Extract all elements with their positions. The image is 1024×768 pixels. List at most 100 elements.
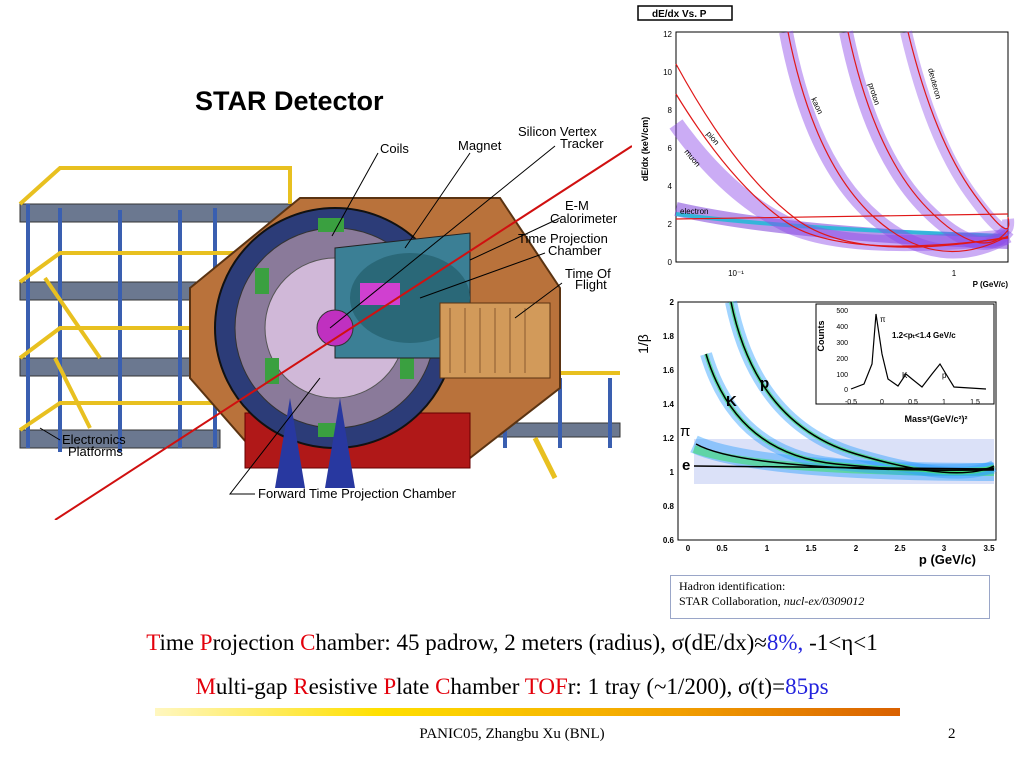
mrpc-word-resistive: esistive [308, 674, 384, 699]
tof-xticks: 0 0.5 1 1.5 2 2.5 3 3.5 [686, 544, 995, 553]
detector-title: STAR Detector [195, 86, 384, 116]
inset-xlabel: Mass²(GeV/c²)² [904, 414, 967, 424]
inset-peak-pi: π [880, 315, 886, 324]
dedx-title-box [637, 5, 733, 21]
inset-annotation: 1.2<pₜ<1.4 GeV/c [892, 331, 956, 340]
dedx-ytick: 12 [663, 30, 672, 39]
inset-ylabel: Counts [816, 321, 826, 352]
inset-ytick: 200 [836, 356, 848, 363]
caption-line-1: Hadron identification: [679, 579, 786, 593]
dedx-plot: dE/dx Vs. P dE/dx (keV/cm) P (GeV/c) 0 2… [637, 5, 1015, 289]
label-emc-2: Calorimeter [550, 211, 618, 226]
inset-peak-k: K [902, 371, 908, 380]
label-tpc-2: Chamber [548, 243, 602, 258]
dedx-ytick: 8 [668, 106, 673, 115]
inset-ytick: 0 [844, 387, 848, 394]
label-electronics-1: Electronics [62, 432, 126, 447]
inset-xtick: 1 [942, 399, 946, 406]
tof-band-labels: e π K p [680, 375, 769, 474]
mrpc-initial-c: C [435, 674, 451, 699]
label-svt-1: Silicon Vertex [518, 124, 597, 139]
label-svt-2: Tracker [560, 136, 604, 151]
caption-plain: STAR Collaboration, [679, 594, 784, 608]
band-label-electron: electron [680, 207, 708, 216]
dedx-ytick: 10 [663, 68, 672, 77]
magnet-illustration [189, 197, 561, 488]
page-number: 2 [948, 726, 956, 742]
tof-xtick: 0.5 [716, 544, 728, 553]
label-magnet: Magnet [458, 138, 502, 153]
tof-xtick: 2 [854, 544, 859, 553]
label-coils: Coils [380, 141, 409, 156]
mrpc-details: r: 1 tray (~1/200), σ(t)= [567, 674, 786, 699]
caption-reference: nucl-ex/0309012 [783, 594, 865, 608]
inset-xtick: 1.5 [970, 399, 980, 406]
inset-xticks: -0.5 0 0.5 1 1.5 [845, 399, 980, 406]
dedx-xlabel: P (GeV/c) [973, 280, 1009, 289]
mrpc-word-plate: late [396, 674, 436, 699]
inset-peak-p: p [942, 371, 947, 380]
tpc-eta-range: -1<η<1 [803, 630, 878, 655]
gradient-divider [155, 708, 900, 716]
label-tof-1: Time Of [565, 266, 611, 281]
tof-yticks: 0.6 0.8 1 1.2 1.4 1.6 1.8 2 [663, 298, 675, 545]
tpc-word-time: ime [159, 630, 200, 655]
inset-peak-labels: π K p [880, 315, 947, 380]
caption-line-2: STAR Collaboration, nucl-ex/0309012 [679, 594, 981, 609]
tpc-initial-p: P [199, 630, 213, 655]
inset-ytick: 100 [836, 372, 848, 379]
tof-ytick: 1.4 [663, 400, 675, 409]
mrpc-word-multi: ulti-gap [215, 674, 294, 699]
inset-yticks: 0 100 200 300 400 500 [836, 308, 848, 394]
tof-xtick: 2.5 [894, 544, 906, 553]
label-tpc-1: Time Projection [518, 231, 608, 246]
tof-xlabel: p (GeV/c) [919, 552, 976, 567]
tof-ytick: 0.8 [663, 502, 675, 511]
dedx-ytick: 0 [668, 258, 673, 267]
tof-ylabel: 1/β [636, 334, 651, 354]
inset-xtick: 0 [880, 399, 884, 406]
footer-text: PANIC05, Zhangbu Xu (BNL) [419, 726, 605, 742]
tof-ytick: 1.6 [663, 366, 675, 375]
dedx-xtick: 1 [952, 269, 957, 278]
tpc-description: Time Projection Chamber: 45 padrow, 2 me… [0, 630, 1024, 656]
dedx-ytick: 6 [668, 144, 673, 153]
tof-ytick: 1.8 [663, 332, 675, 341]
tpc-word-projection: rojection [212, 630, 301, 655]
mrpc-initial-m: M [195, 674, 216, 699]
tof-band-e: e [682, 457, 690, 474]
tpc-details: hamber: 45 padrow, 2 meters (radius), σ(… [315, 630, 767, 655]
tof-xtick: 0 [686, 544, 691, 553]
tof-ytick: 0.6 [663, 536, 675, 545]
dedx-ylabel: dE/dx (keV/cm) [640, 117, 650, 182]
inset-ytick: 300 [836, 340, 848, 347]
mrpc-tof: TOF [524, 674, 568, 699]
tof-xtick: 3 [942, 544, 947, 553]
inset-ytick: 400 [836, 324, 848, 331]
tof-band-k: K [726, 393, 737, 410]
tpc-initial-t: T [146, 630, 160, 655]
tof-ytick: 1.2 [663, 434, 675, 443]
dedx-ytick: 4 [668, 182, 673, 191]
label-emc-1: E-M [565, 198, 589, 213]
mrpc-description: Multi-gap Resistive Plate Chamber TOFr: … [0, 674, 1024, 700]
star-detector-diagram: STAR Detector Coils Magnet Silicon Verte… [18, 86, 632, 520]
tof-curves [693, 301, 995, 474]
dedx-xticks: 10⁻¹ 1 [728, 269, 957, 278]
label-ftpc: Forward Time Projection Chamber [258, 486, 457, 501]
label-electronics-2: Platforms [68, 444, 123, 459]
dedx-xtick: 10⁻¹ [728, 269, 744, 278]
tof-band-pi: π [680, 423, 690, 440]
figure-caption: Hadron identification: STAR Collaboratio… [670, 575, 990, 619]
tof-plot: Counts Mass²(GeV/c²)² 1.2<pₜ<1.4 GeV/c 0… [636, 298, 997, 567]
dedx-ytick: 2 [668, 220, 673, 229]
inset-ytick: 500 [836, 308, 848, 315]
inset-xtick: -0.5 [845, 399, 857, 406]
mass-inset-histogram [850, 313, 987, 390]
mass-inset [815, 303, 995, 405]
tof-xtick: 1 [765, 544, 770, 553]
tpc-initial-c: C [300, 630, 316, 655]
dedx-curves [675, 31, 1010, 253]
label-tof-2: Flight [575, 277, 607, 292]
mrpc-initial-p: P [383, 674, 397, 699]
